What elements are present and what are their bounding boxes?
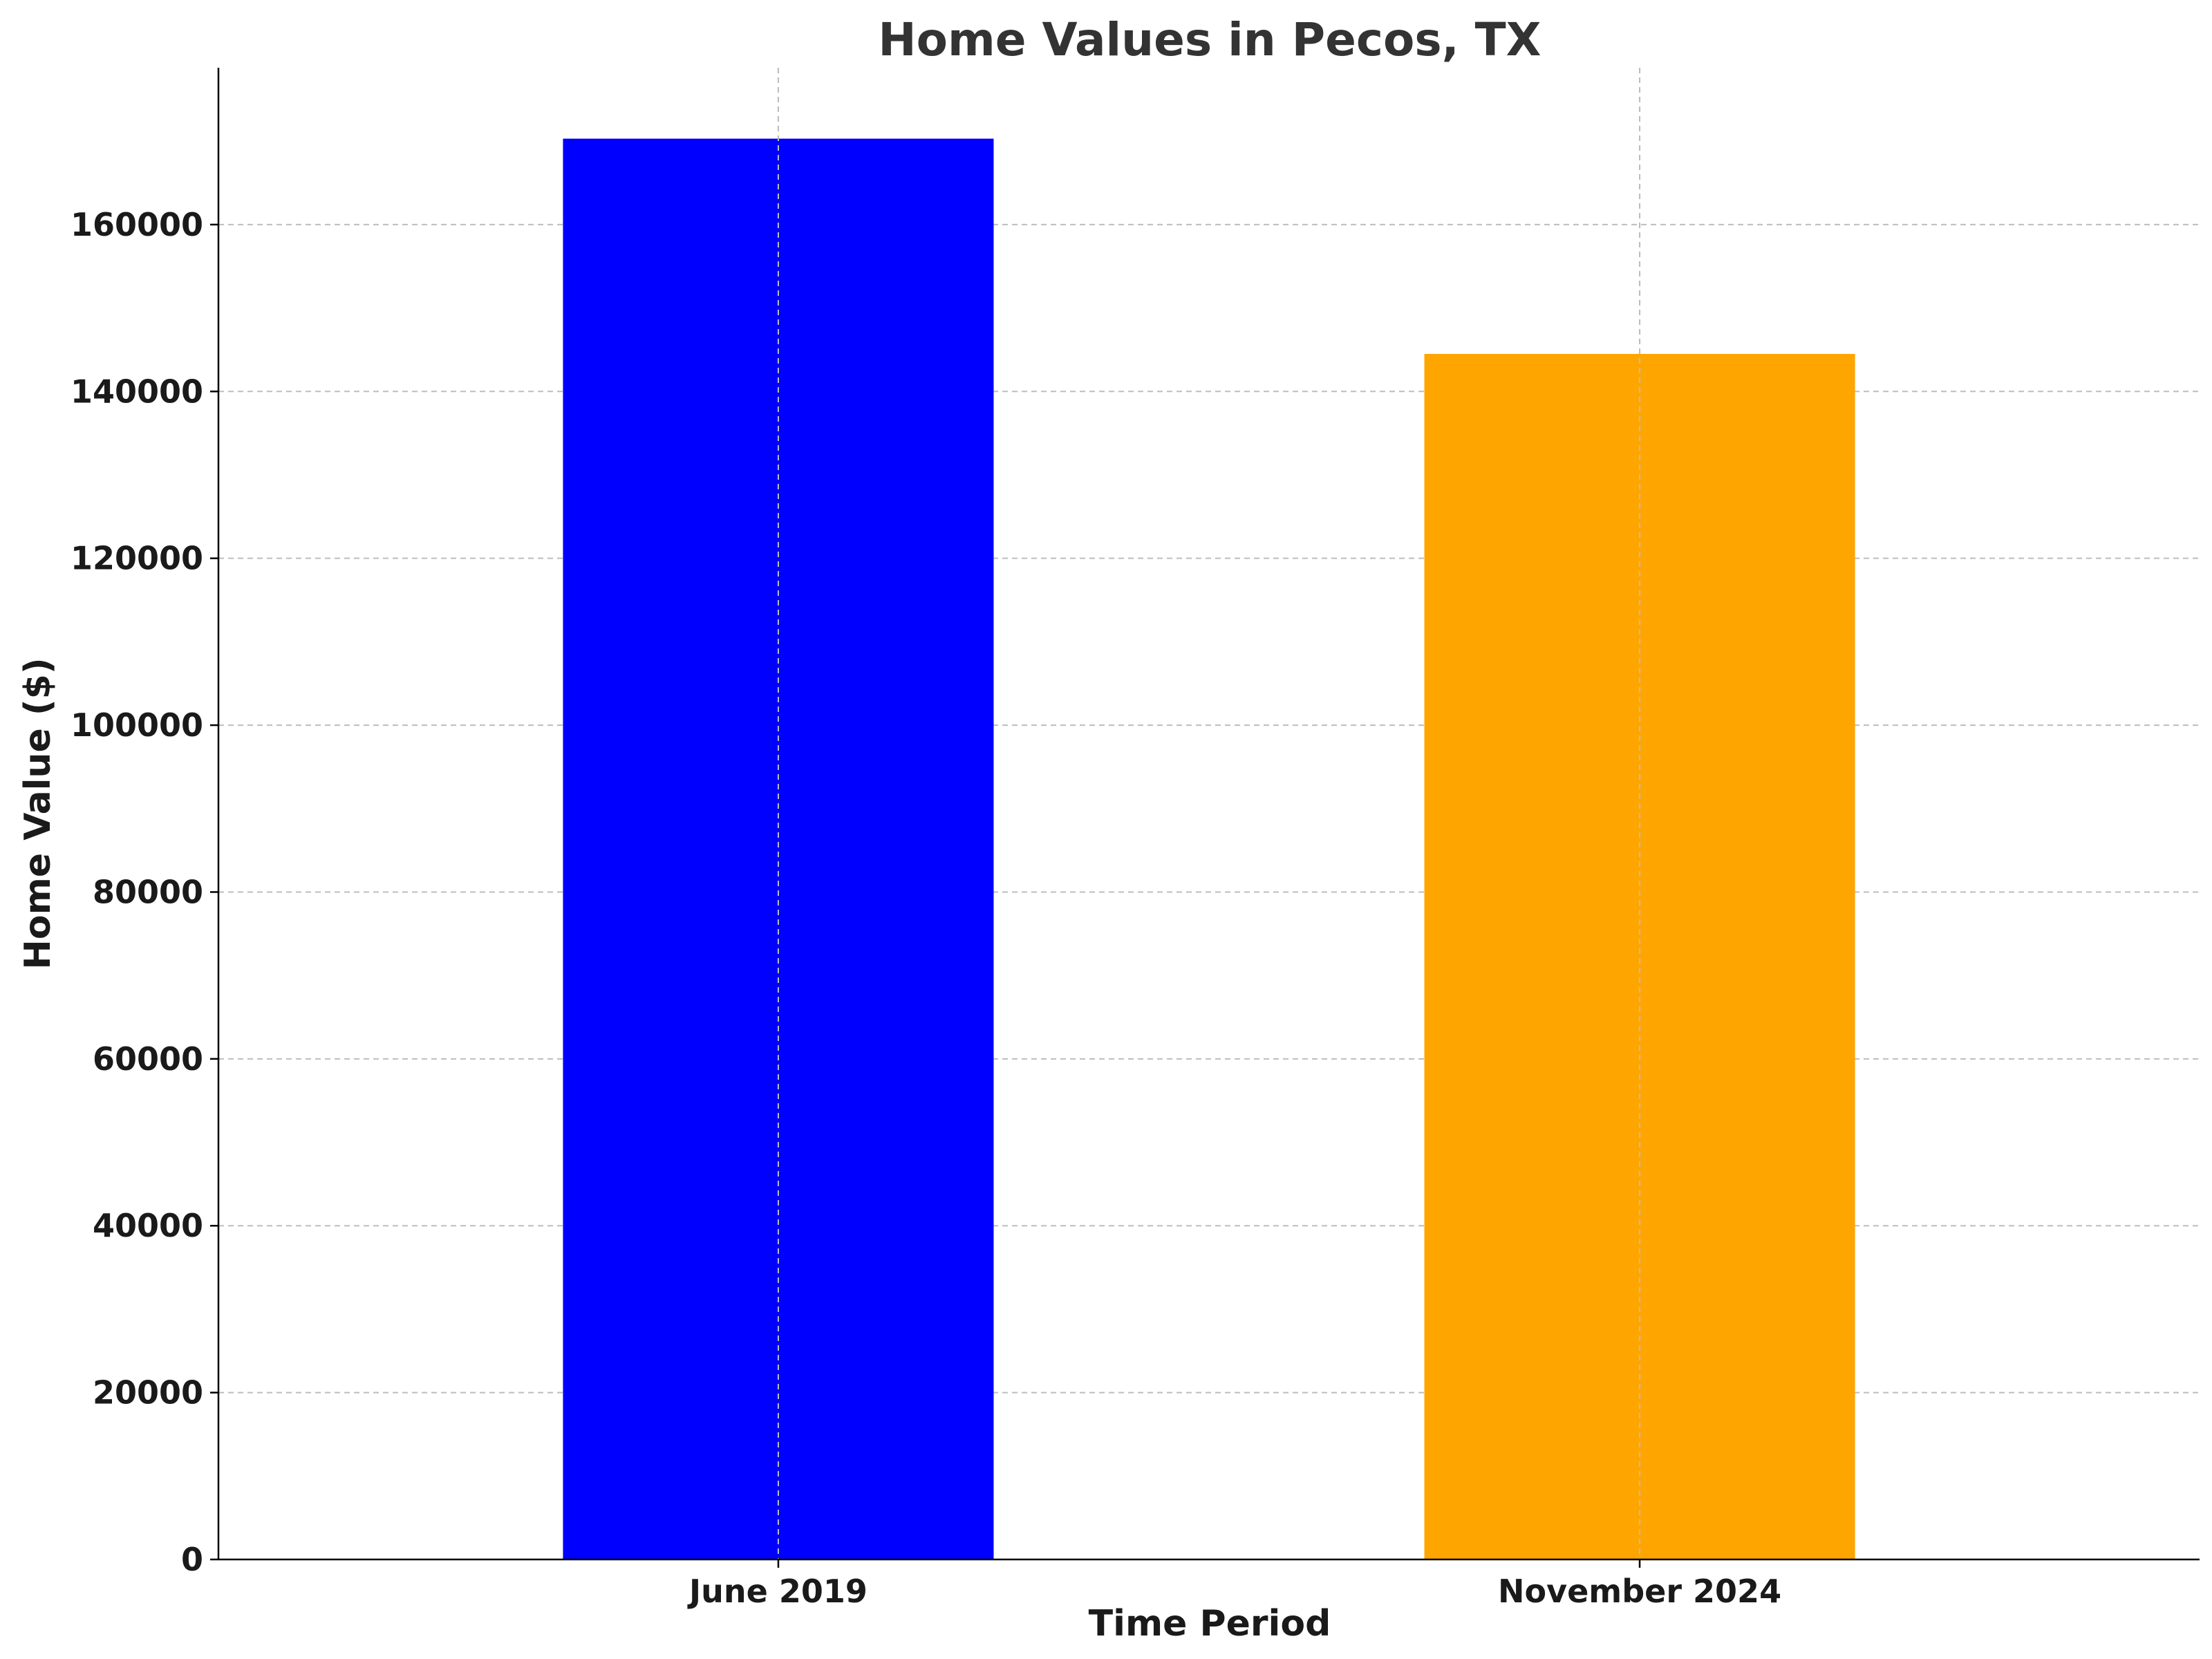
y-tick-label: 160000 xyxy=(71,206,203,243)
y-tick-label: 60000 xyxy=(93,1040,203,1078)
bars xyxy=(563,138,1855,1559)
y-tick-label: 100000 xyxy=(71,706,203,744)
y-tick-label: 80000 xyxy=(93,873,203,910)
y-tick-label: 0 xyxy=(181,1541,203,1578)
y-tick-label: 140000 xyxy=(71,373,203,410)
y-tick-label: 40000 xyxy=(93,1207,203,1244)
x-gridlines-overlay xyxy=(777,68,1641,1559)
y-gridlines xyxy=(218,223,2200,1394)
x-axis-label: Time Period xyxy=(1089,1603,1331,1644)
chart-title: Home Values in Pecos, TX xyxy=(878,13,1541,66)
y-axis-label: Home Value ($) xyxy=(17,657,59,969)
x-axis-ticks: June 2019 November 2024 xyxy=(687,1559,1781,1610)
x-tick-label: June 2019 xyxy=(687,1573,868,1610)
y-tick-label: 120000 xyxy=(71,540,203,577)
x-tick-label: November 2024 xyxy=(1498,1573,1781,1610)
y-axis-ticks: 0 20000 40000 60000 80000 100000 120000 140000 1… xyxy=(71,206,218,1578)
bar-june-2019 xyxy=(563,138,994,1559)
y-tick-label: 20000 xyxy=(93,1374,203,1412)
